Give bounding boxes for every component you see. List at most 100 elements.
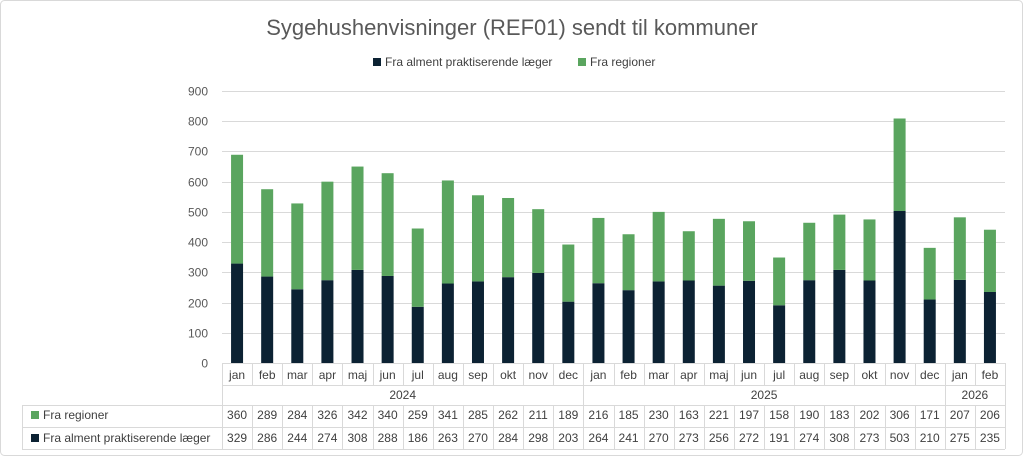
table-value-alment: 329 bbox=[227, 431, 247, 445]
x-tick-label-month: okt bbox=[861, 368, 878, 382]
data-table: jan feb mar apr maj jun jul aug sep okt nov dec jan f… bbox=[22, 363, 1006, 450]
bar-alment-mar-2024 bbox=[291, 289, 304, 363]
table-value-regioner: 183 bbox=[829, 408, 849, 422]
x-tick-label-month: feb bbox=[259, 368, 276, 382]
bar-regioner-okt-2024 bbox=[502, 197, 515, 278]
table-value-alment: 274 bbox=[317, 431, 337, 445]
bar-regioner-jun-2024 bbox=[381, 173, 394, 276]
table-value-alment: 288 bbox=[378, 431, 398, 445]
x-tick-label-month: mar bbox=[287, 368, 308, 382]
bar-regioner-okt-2025 bbox=[863, 219, 876, 281]
table-value-regioner: 326 bbox=[317, 408, 337, 422]
table-value-alment: 210 bbox=[920, 431, 940, 445]
y-tick-label: 800 bbox=[188, 115, 208, 129]
bar-alment-maj-2024 bbox=[351, 269, 364, 363]
table-value-regioner: 197 bbox=[739, 408, 759, 422]
bars bbox=[231, 118, 996, 363]
chart-title: Sygehushenvisninger (REF01) sendt til ko… bbox=[266, 15, 758, 40]
table-legend-marker-regioner bbox=[31, 411, 39, 419]
x-tick-label-month: okt bbox=[500, 368, 517, 382]
table-value-regioner: 284 bbox=[287, 408, 307, 422]
table-value-regioner: 342 bbox=[348, 408, 368, 422]
x-tick-label-month: apr bbox=[319, 368, 336, 382]
bar-regioner-jan-2026 bbox=[953, 217, 966, 280]
bar-regioner-sep-2024 bbox=[471, 195, 484, 282]
x-tick-label-month: jan bbox=[589, 368, 606, 382]
table-value-regioner: 285 bbox=[468, 408, 488, 422]
table-value-alment: 270 bbox=[468, 431, 488, 445]
bar-alment-jun-2025 bbox=[743, 280, 756, 363]
table-value-regioner: 360 bbox=[227, 408, 247, 422]
table-value-alment: 264 bbox=[588, 431, 608, 445]
table-value-alment: 308 bbox=[348, 431, 368, 445]
bar-regioner-aug-2025 bbox=[803, 222, 816, 281]
bar-regioner-nov-2024 bbox=[532, 209, 545, 273]
table-value-alment: 503 bbox=[890, 431, 910, 445]
x-tick-label-month: nov bbox=[529, 368, 548, 382]
bar-alment-dec-2025 bbox=[923, 299, 936, 363]
table-value-alment: 275 bbox=[950, 431, 970, 445]
y-axis-ticks: 0 100 200 300 400 500 600 700 800 900 bbox=[188, 85, 208, 371]
table-value-regioner: 190 bbox=[799, 408, 819, 422]
table-value-regioner: 341 bbox=[438, 408, 458, 422]
table-value-regioner: 230 bbox=[649, 408, 669, 422]
bar-alment-nov-2024 bbox=[532, 272, 545, 363]
x-tick-label-month: jan bbox=[951, 368, 968, 382]
bar-regioner-dec-2025 bbox=[923, 247, 936, 300]
bar-alment-jul-2025 bbox=[773, 305, 786, 363]
table-value-alment: 274 bbox=[799, 431, 819, 445]
x-tick-label-month: aug bbox=[799, 368, 819, 382]
bar-regioner-jul-2024 bbox=[411, 228, 424, 307]
bar-regioner-mar-2025 bbox=[652, 211, 665, 282]
table-value-regioner: 289 bbox=[257, 408, 277, 422]
bar-regioner-maj-2025 bbox=[712, 218, 725, 286]
bar-regioner-mar-2024 bbox=[291, 203, 304, 290]
table-value-regioner: 216 bbox=[588, 408, 608, 422]
x-tick-label-month: maj bbox=[348, 368, 367, 382]
x-tick-label-month: jan bbox=[228, 368, 245, 382]
bar-regioner-maj-2024 bbox=[351, 166, 364, 270]
bar-alment-mar-2025 bbox=[652, 281, 665, 363]
table-row-label-alment: Fra alment praktiserende læger bbox=[43, 431, 210, 445]
x-tick-label-month: nov bbox=[890, 368, 909, 382]
table-row-label-regioner: Fra regioner bbox=[43, 408, 108, 422]
bar-alment-apr-2024 bbox=[321, 280, 334, 363]
bar-alment-maj-2025 bbox=[712, 285, 725, 363]
table-value-regioner: 185 bbox=[619, 408, 639, 422]
table-value-alment: 270 bbox=[649, 431, 669, 445]
x-tick-label-month: sep bbox=[830, 368, 850, 382]
table-value-regioner: 221 bbox=[709, 408, 729, 422]
y-tick-label: 600 bbox=[188, 176, 208, 190]
y-tick-label: 900 bbox=[188, 85, 208, 99]
y-tick-label: 300 bbox=[188, 266, 208, 280]
bar-regioner-jul-2025 bbox=[773, 257, 786, 306]
bar-regioner-jun-2025 bbox=[743, 221, 756, 281]
table-value-regioner: 259 bbox=[408, 408, 428, 422]
bar-alment-feb-2025 bbox=[622, 290, 635, 363]
table-value-regioner: 262 bbox=[498, 408, 518, 422]
bar-regioner-sep-2025 bbox=[833, 214, 846, 270]
table-value-alment: 308 bbox=[829, 431, 849, 445]
bar-alment-feb-2024 bbox=[261, 276, 274, 363]
x-tick-label-month: sep bbox=[468, 368, 488, 382]
bar-alment-nov-2025 bbox=[893, 210, 906, 363]
bar-regioner-aug-2024 bbox=[441, 180, 454, 284]
table-value-alment: 244 bbox=[287, 431, 307, 445]
bar-alment-jun-2024 bbox=[381, 275, 394, 363]
table-value-alment: 284 bbox=[498, 431, 518, 445]
bar-regioner-apr-2025 bbox=[682, 231, 695, 281]
table-value-regioner: 340 bbox=[378, 408, 398, 422]
bar-alment-aug-2024 bbox=[441, 283, 454, 363]
x-tick-label-month: apr bbox=[680, 368, 697, 382]
table-value-alment: 298 bbox=[528, 431, 548, 445]
table-legend-marker-alment bbox=[31, 434, 39, 442]
x-tick-label-year: 2024 bbox=[389, 388, 416, 402]
x-tick-label-month: jun bbox=[379, 368, 396, 382]
bar-regioner-jan-2025 bbox=[592, 217, 605, 284]
table-value-regioner: 306 bbox=[890, 408, 910, 422]
table-value-alment: 256 bbox=[709, 431, 729, 445]
legend-label-alment: Fra alment praktiserende læger bbox=[385, 55, 552, 69]
table-value-regioner: 171 bbox=[920, 408, 940, 422]
table-value-regioner: 163 bbox=[679, 408, 699, 422]
legend: Fra alment praktiserende læger Fra regio… bbox=[373, 55, 655, 69]
